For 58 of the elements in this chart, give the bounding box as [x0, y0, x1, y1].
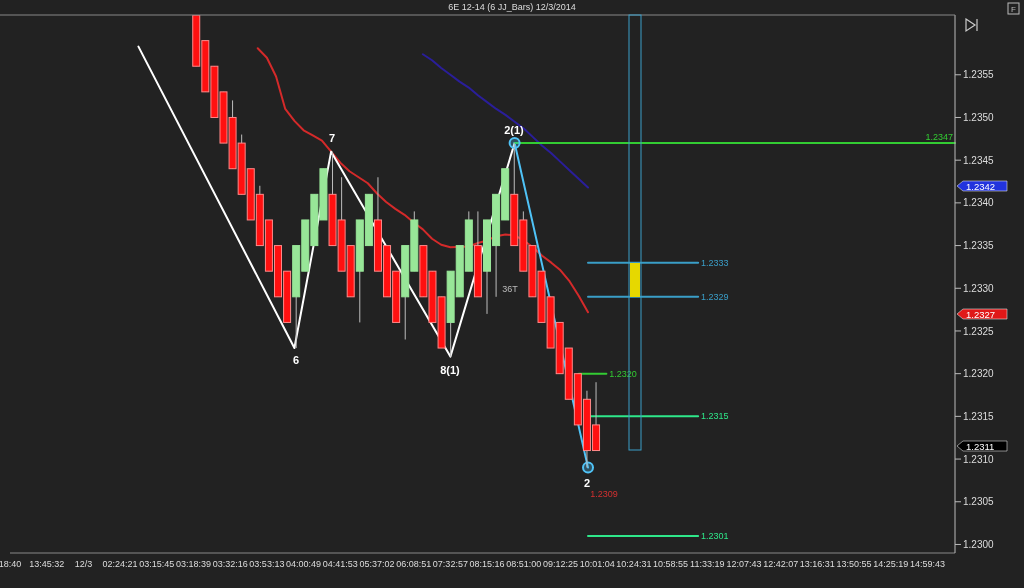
- x-tick-label: 03:18:39: [175, 559, 212, 570]
- y-tick-label: 1.2325: [963, 325, 995, 337]
- y-tick-label: 1.2305: [963, 496, 995, 508]
- x-tick-label: 13:45:32: [29, 559, 65, 570]
- x-tick-label: 07:32:57: [432, 559, 468, 570]
- x-tick-label: 08:51:00: [506, 559, 542, 570]
- x-tick-label: 10:58:55: [653, 559, 689, 570]
- x-tick-label: 03:53:13: [249, 559, 285, 570]
- x-tick-label: 11:33:19: [690, 559, 725, 570]
- y-tick-label: 1.2345: [963, 154, 995, 166]
- data-label: 1.2347: [925, 132, 953, 143]
- data-label: 1.2329: [701, 291, 729, 302]
- annotation: 7: [328, 132, 336, 144]
- x-tick-label: 12:07:43: [726, 559, 762, 570]
- x-tick-label: 04:00:49: [286, 559, 322, 570]
- x-tick-label: 14:59:43: [909, 559, 945, 570]
- text: 1.2327: [966, 308, 996, 320]
- x-tick-label: 10:01:04: [579, 559, 615, 570]
- x-tick-label: 06:08:51: [396, 559, 432, 570]
- x-tick-label: 12/3: [74, 559, 93, 570]
- annotation: 2(1): [504, 124, 525, 136]
- y-tick-label: 1.2310: [963, 453, 995, 465]
- x-tick-label: 18:40: [0, 559, 22, 570]
- data-label: 1.2315: [701, 411, 729, 422]
- x-tick-label: 13:50:55: [836, 559, 872, 570]
- x-tick-label: 10:24:31: [616, 559, 652, 570]
- y-tick-label: 1.2300: [963, 539, 995, 551]
- x-tick-label: 03:15:45: [139, 559, 175, 570]
- text: F: [1011, 5, 1017, 14]
- x-tick-label: 09:12:25: [542, 559, 579, 570]
- text: 1.2342: [966, 180, 996, 192]
- x-tick-label: 13:16:31: [799, 559, 835, 570]
- data-label: 1.2320: [609, 368, 637, 379]
- y-tick-label: 1.2335: [963, 240, 995, 252]
- x-tick-label: 05:37:02: [359, 559, 395, 570]
- annotation: 1.2309: [590, 489, 618, 499]
- text: 1.2311: [966, 440, 995, 452]
- x-tick-label: 08:15:16: [469, 559, 505, 570]
- x-tick-label: 03:32:16: [212, 559, 248, 570]
- x-tick-label: 12:42:07: [763, 559, 799, 570]
- x-tick-label: 02:24:21: [102, 559, 138, 570]
- y-tick-label: 1.2315: [963, 410, 995, 422]
- y-tick-label: 1.2320: [963, 368, 995, 380]
- annotation: 36T: [502, 284, 519, 294]
- line-series: [421, 53, 590, 189]
- line-series: [256, 47, 590, 314]
- x-tick-label: 14:25:19: [873, 559, 909, 570]
- data-label: 1.2333: [701, 257, 729, 268]
- chart-title: 6E 12-14 (6 JJ_Bars) 12/3/2014: [448, 2, 576, 12]
- y-tick-label: 1.2330: [963, 282, 995, 294]
- y-tick-label: 1.2340: [963, 197, 995, 209]
- annotation: 2: [583, 477, 591, 489]
- y-tick-label: 1.2350: [963, 112, 995, 124]
- annotation: 8(1): [440, 364, 461, 376]
- data-label: 1.2301: [701, 530, 729, 541]
- annotation: 6: [292, 354, 300, 366]
- y-tick-label: 1.2355: [963, 69, 995, 81]
- x-tick-label: 04:41:53: [322, 559, 358, 570]
